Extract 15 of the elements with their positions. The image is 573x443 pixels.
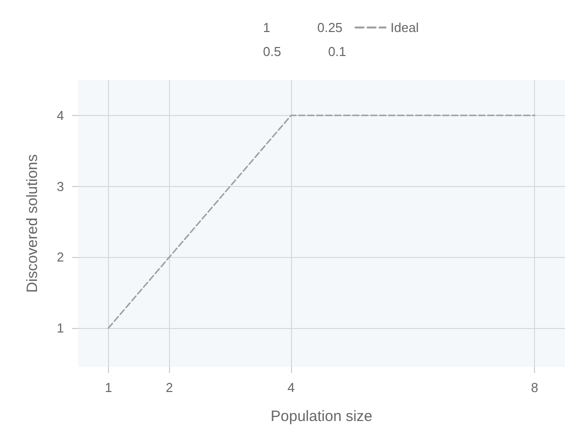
y-tick-label: 4	[56, 108, 64, 123]
x-tick-label: 1	[104, 380, 112, 395]
x-axis-title: Population size	[270, 408, 372, 425]
y-tick-label: 3	[56, 178, 64, 194]
text: 0.1	[328, 44, 346, 59]
text: 1	[263, 20, 270, 35]
y-axis-title: Discovered solutions	[24, 154, 41, 293]
x-tick-label: 4	[287, 380, 295, 395]
x-tick-label: 2	[166, 380, 173, 395]
x-tick-label: 8	[530, 380, 538, 395]
legend-label: Ideal	[390, 20, 419, 35]
text: 0.5	[263, 44, 282, 59]
text: 0.25	[317, 20, 343, 35]
y-tick-label: 2	[56, 250, 64, 265]
y-tick-label: 1	[56, 320, 64, 336]
